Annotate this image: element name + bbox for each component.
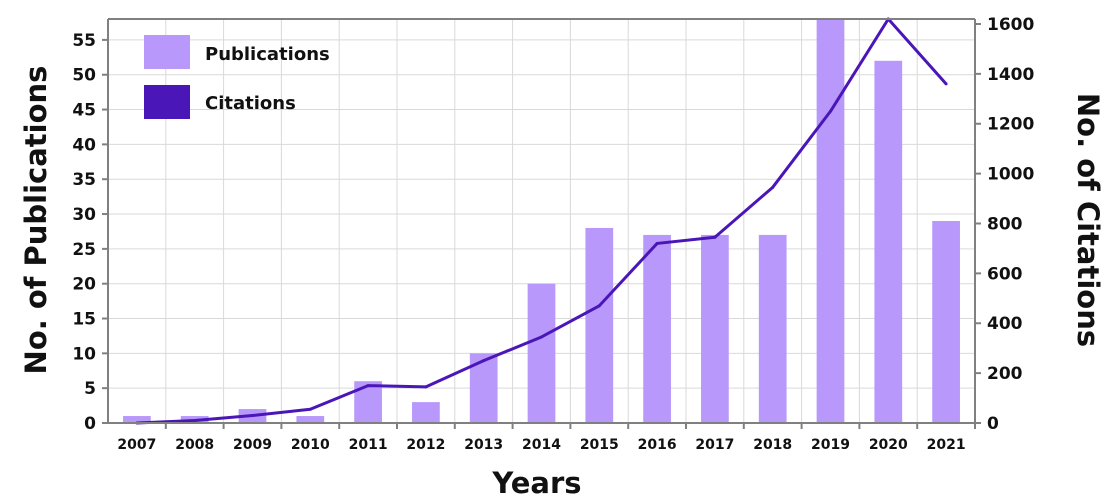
y-left-tick-label: 35 <box>72 170 96 190</box>
x-tick-label: 2018 <box>753 437 792 453</box>
bar-publications <box>816 19 845 423</box>
y-left-tick-label: 15 <box>72 310 96 330</box>
x-tick-label: 2011 <box>349 437 388 453</box>
y-left-tick-label: 30 <box>72 205 96 225</box>
bar-publications <box>296 416 325 423</box>
y-left-tick-label: 40 <box>72 135 96 155</box>
y-left-tick-label: 10 <box>72 344 96 364</box>
y-axis-left-title: No. of Publications <box>19 66 53 375</box>
bar-publications <box>123 416 151 423</box>
y-right-tick-label: 0 <box>987 414 999 434</box>
y-left-tick-label: 20 <box>72 275 96 295</box>
legend-publications-swatch <box>144 35 190 69</box>
bar-publications <box>874 60 903 424</box>
legend-publications-label: Publications <box>205 44 330 65</box>
x-tick-label: 2014 <box>522 437 561 453</box>
legend-citations-label: Citations <box>205 93 296 114</box>
y-right-tick-label: 400 <box>987 314 1023 334</box>
y-left-tick-label: 45 <box>72 101 96 121</box>
x-tick-label: 2008 <box>175 437 214 453</box>
legend-citations-swatch <box>144 85 190 119</box>
y-left-tick-label: 55 <box>72 31 96 51</box>
x-tick-label: 2012 <box>406 437 445 453</box>
y-left-tick-label: 0 <box>84 414 96 434</box>
y-left-tick-label: 50 <box>72 66 96 86</box>
x-tick-label: 2015 <box>580 437 619 453</box>
citations-point <box>540 335 543 339</box>
citations-point <box>193 419 197 423</box>
y-left-tick-label: 5 <box>84 379 96 399</box>
citations-point <box>655 241 659 245</box>
citations-point <box>482 359 486 363</box>
bar-publications <box>585 227 614 423</box>
citations-point <box>308 407 312 411</box>
y-right-tick-label: 1200 <box>987 115 1034 135</box>
y-right-tick-label: 1400 <box>987 65 1034 85</box>
y-left-tick-label: 25 <box>72 240 96 260</box>
axes <box>102 18 981 429</box>
y-axis-right-title: No. of Citations <box>1071 93 1104 347</box>
legend: Publications Citations <box>144 35 330 119</box>
citations-point <box>944 82 948 86</box>
tick-labels: 0 5 10 15 20 25 30 35 40 45 50 55 0 200 400 600 800 1000 1… <box>72 15 1034 453</box>
x-tick-label: 2009 <box>233 437 272 453</box>
y-right-tick-label: 800 <box>987 214 1023 234</box>
citations-point <box>424 385 428 389</box>
bar-publications <box>354 381 382 423</box>
citations-point <box>366 384 370 388</box>
x-axis-title: Years <box>491 466 581 500</box>
bar-publications <box>412 402 440 423</box>
x-tick-label: 2016 <box>638 437 677 453</box>
citations-point <box>771 185 775 189</box>
bar-publications <box>643 234 671 423</box>
publication-bars <box>123 19 960 424</box>
y-right-tick-label: 600 <box>987 264 1023 284</box>
citations-point <box>829 109 832 113</box>
citations-point <box>713 235 717 239</box>
y-right-tick-label: 1600 <box>987 15 1034 35</box>
citations-point <box>597 304 601 308</box>
x-tick-label: 2017 <box>695 437 734 453</box>
y-right-tick-label: 1000 <box>987 165 1034 185</box>
bar-publications <box>932 221 960 423</box>
y-right-tick-label: 200 <box>987 364 1023 384</box>
x-tick-label: 2007 <box>117 437 156 453</box>
x-tick-label: 2010 <box>291 437 330 453</box>
x-tick-label: 2019 <box>811 437 850 453</box>
citation-line-layer <box>135 17 948 425</box>
citations-point <box>251 414 254 418</box>
bar-publications <box>701 234 729 423</box>
x-tick-label: 2021 <box>927 437 966 453</box>
bar-publications <box>758 234 787 423</box>
x-tick-label: 2020 <box>869 437 908 453</box>
x-tick-label: 2013 <box>464 437 503 453</box>
bar-publications <box>527 283 556 423</box>
